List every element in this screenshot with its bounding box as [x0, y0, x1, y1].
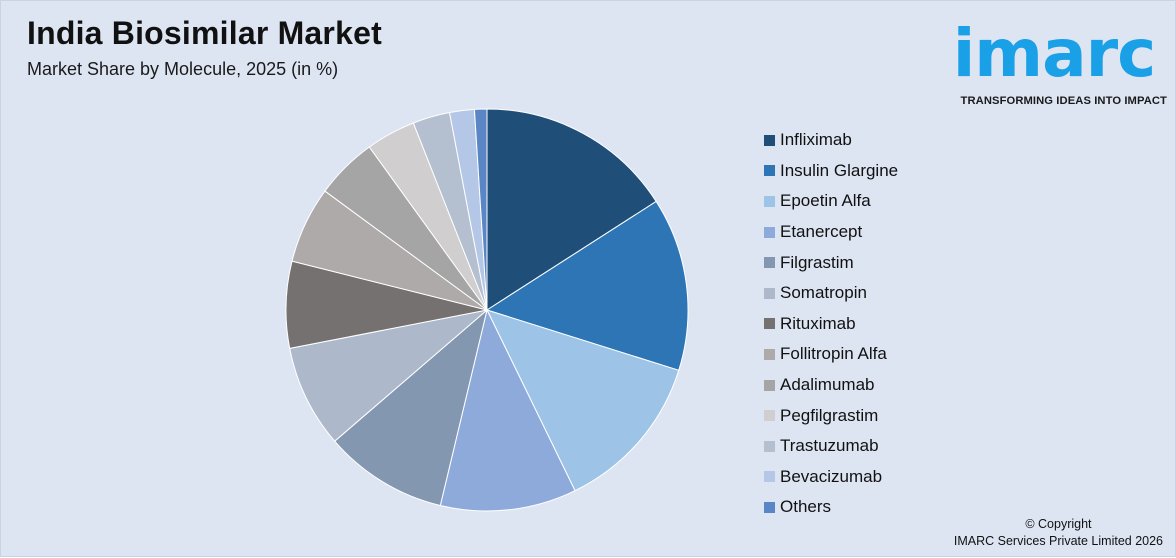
chart-legend: Infliximab Insulin Glargine Epoetin Alfa Et… [764, 125, 898, 523]
legend-label: Follitropin Alfa [780, 344, 887, 364]
legend-swatch [764, 287, 775, 299]
legend-label: Bevacizumab [780, 466, 883, 486]
legend-label: Pegfilgrastim [780, 405, 879, 425]
legend-label: Rituximab [780, 313, 856, 333]
legend-swatch [764, 226, 775, 238]
legend-label: Adalimumab [780, 375, 875, 395]
legend-swatch [764, 440, 775, 452]
legend-item-adalimumab: Adalimumab [764, 370, 898, 401]
imarc-logo: imarc TRANSFORMING IDEAS INTO IMPACT [941, 13, 1167, 109]
legend-item-follitropin-alfa: Follitropin Alfa [764, 339, 898, 370]
legend-item-infliximab: Infliximab [764, 125, 898, 156]
legend-label: Trastuzumab [780, 436, 879, 456]
legend-label: Infliximab [780, 130, 852, 150]
pie-slice-somatropin [289, 309, 489, 442]
legend-item-rituximab: Rituximab [764, 309, 898, 340]
legend-swatch [764, 134, 775, 146]
pie-slice-epoetin-alfa [486, 309, 680, 492]
copyright-notice: © Copyright IMARC Services Private Limit… [954, 516, 1163, 550]
legend-swatch [764, 318, 775, 330]
pie-slice-infliximab [486, 108, 657, 311]
legend-item-insulin-glargine: Insulin Glargine [764, 156, 898, 187]
legend-swatch [764, 471, 775, 483]
chart-title: India Biosimilar Market [27, 15, 382, 51]
legend-swatch [764, 165, 775, 177]
legend-item-etanercept: Etanercept [764, 217, 898, 248]
legend-label: Epoetin Alfa [780, 191, 871, 211]
legend-label: Etanercept [780, 222, 863, 242]
legend-swatch [764, 195, 775, 207]
legend-item-others: Others [764, 492, 898, 523]
legend-label: Insulin Glargine [780, 160, 899, 180]
chart-subtitle: Market Share by Molecule, 2025 (in %) [27, 59, 339, 79]
legend-swatch [764, 410, 775, 422]
pie-slice-filgrastim [334, 308, 488, 507]
pie-chart [285, 108, 689, 512]
copyright-line-2: IMARC Services Private Limited 2026 [953, 534, 1163, 548]
logo-wordmark: imarc [952, 15, 1157, 92]
pie-slice-others [473, 108, 488, 311]
legend-item-trastuzumab: Trastuzumab [764, 431, 898, 462]
copyright-line-1: © Copyright [1025, 517, 1092, 531]
legend-swatch [764, 379, 775, 391]
legend-item-bevacizumab: Bevacizumab [764, 462, 898, 493]
legend-swatch [764, 501, 775, 513]
legend-item-pegfilgrastim: Pegfilgrastim [764, 400, 898, 431]
legend-label: Filgrastim [780, 252, 854, 272]
legend-label: Somatropin [780, 283, 867, 303]
pie-slice-etanercept [439, 308, 576, 512]
legend-item-somatropin: Somatropin [764, 278, 898, 309]
legend-label: Others [780, 497, 832, 517]
legend-item-epoetin-alfa: Epoetin Alfa [764, 186, 898, 217]
pie-slice-insulin-glargine [485, 200, 689, 371]
legend-swatch [764, 348, 775, 360]
logo-tagline: TRANSFORMING IDEAS INTO IMPACT [960, 95, 1167, 107]
legend-swatch [764, 257, 775, 269]
legend-item-filgrastim: Filgrastim [764, 247, 898, 278]
